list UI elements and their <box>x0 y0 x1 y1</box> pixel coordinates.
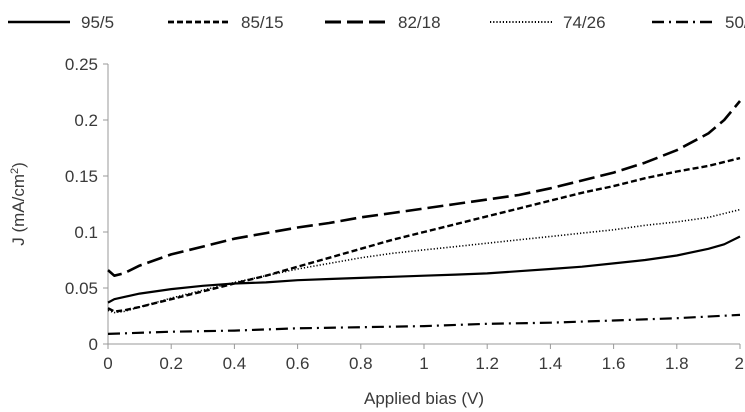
legend: 95/5 85/15 82/18 74/26 50/50 <box>8 13 745 32</box>
series-line-82-18 <box>107 100 741 277</box>
y-axis-title-main: J (mA/cm <box>9 174 28 246</box>
series-line-74-26 <box>107 208 741 314</box>
y-tick-label: 0.2 <box>74 111 98 130</box>
y-axis-title-sup: 2 <box>9 168 21 174</box>
series-line-85-15 <box>107 156 741 313</box>
y-tick-label: 0.1 <box>74 223 98 242</box>
y-axis: 0 0.05 0.1 0.15 0.2 0.25 <box>65 55 109 354</box>
legend-label-82-18: 82/18 <box>398 13 441 32</box>
x-tick-label: 1.4 <box>539 354 563 373</box>
x-tick-label: 1.6 <box>602 354 626 373</box>
series-line-95-5 <box>107 235 741 304</box>
legend-label-95-5: 95/5 <box>81 13 114 32</box>
y-tick-label: 0 <box>89 335 98 354</box>
x-tick-label: 0.8 <box>349 354 373 373</box>
y-tick-label: 0.25 <box>65 55 98 74</box>
x-axis-title: Applied bias (V) <box>364 389 484 408</box>
x-tick-label: 2 <box>735 354 744 373</box>
y-tick-label: 0.05 <box>65 279 98 298</box>
x-tick-label: 1.8 <box>665 354 689 373</box>
x-tick-label: 0.2 <box>159 354 183 373</box>
x-tick-label: 0.4 <box>223 354 247 373</box>
x-tick-label: 0 <box>103 354 112 373</box>
x-tick-label: 1.2 <box>475 354 499 373</box>
x-axis: 0 0.2 0.4 0.6 0.8 1 1.2 1.4 1.6 1.8 2 <box>103 343 744 373</box>
plot-series <box>107 100 741 335</box>
y-axis-title: J (mA/cm2) <box>9 162 28 246</box>
y-tick-label: 0.15 <box>65 167 98 186</box>
x-tick-label: 0.6 <box>286 354 310 373</box>
legend-label-50-50: 50/50 <box>725 13 745 32</box>
series-line-50-50 <box>107 313 741 335</box>
y-axis-title-end: ) <box>9 162 28 168</box>
x-tick-label: 1 <box>419 354 428 373</box>
legend-label-74-26: 74/26 <box>563 13 606 32</box>
legend-label-85-15: 85/15 <box>241 13 284 32</box>
